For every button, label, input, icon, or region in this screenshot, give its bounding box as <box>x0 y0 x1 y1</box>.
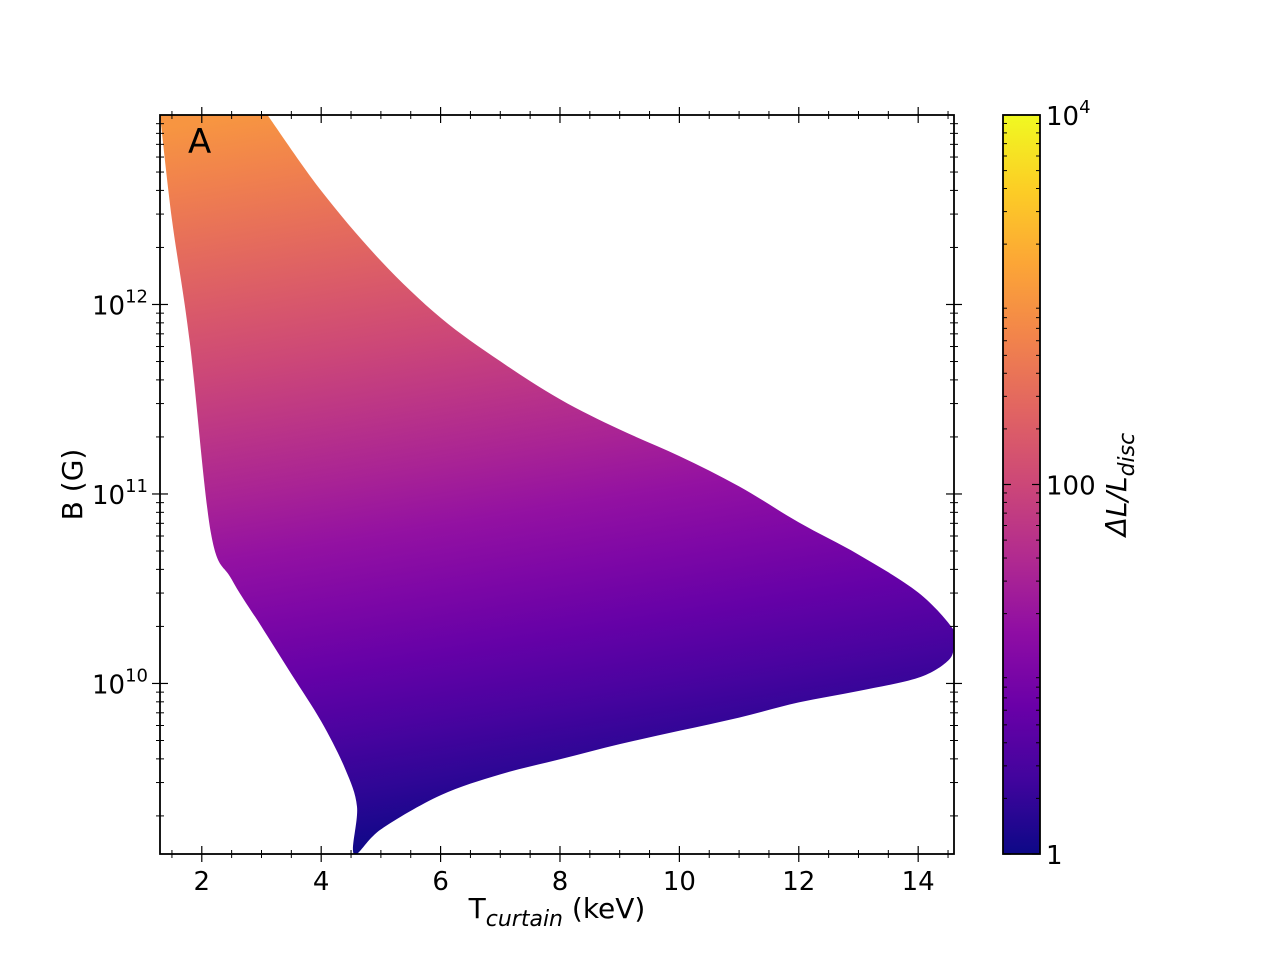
y-tick-label-base: 10 <box>92 670 125 700</box>
plot-area: A <box>152 107 962 862</box>
y-tick-label-exponent: 12 <box>125 286 148 307</box>
x-axis-label-subscript: curtain <box>486 907 563 932</box>
x-tick-label: 14 <box>902 867 935 897</box>
x-tick-labels: 2 4 6 8 10 12 14 <box>194 867 935 897</box>
y-tick-label-exponent: 10 <box>125 665 148 686</box>
x-tick-label: 8 <box>552 867 569 897</box>
colorbar-tick-label: 100 <box>1046 472 1096 502</box>
colorbar-label: ΔL/Ldisc <box>1100 433 1140 538</box>
y-tick-label: 1011 <box>92 476 148 511</box>
x-axis-label: Tcurtain (keV) <box>468 892 646 932</box>
x-tick-label: 4 <box>313 867 330 897</box>
y-axis-label: B (G) <box>56 449 89 521</box>
plot-frame <box>159 114 955 855</box>
x-tick-label: 6 <box>432 867 449 897</box>
colorbar-tick-label: 1 <box>1046 841 1063 871</box>
x-tick-label: 2 <box>194 867 211 897</box>
x-axis-label-suffix: (keV) <box>563 892 645 925</box>
x-tick-label: 12 <box>782 867 815 897</box>
colorbar-ticks <box>1003 114 1040 855</box>
colorbar-label-prefix: ΔL/L <box>1100 476 1133 538</box>
colorbar-tick-label: 104 <box>1046 97 1091 132</box>
colorbar-tick-label-base: 1 <box>1046 841 1063 871</box>
panel-label: A <box>188 122 211 162</box>
x-tick-label: 10 <box>663 867 696 897</box>
y-tick-label: 1012 <box>92 286 148 321</box>
colorbar-tick-label-exponent: 4 <box>1079 97 1090 118</box>
x-axis-label-base: T <box>468 892 487 925</box>
y-tick-label-exponent: 11 <box>125 476 148 497</box>
y-tick-label-base: 10 <box>92 481 125 511</box>
y-tick-label-base: 10 <box>92 291 125 321</box>
parameter-region <box>160 115 954 854</box>
colorbar: 1 100 104 ΔL/Ldisc <box>1002 97 1140 871</box>
colorbar-tick-labels: 1 100 104 <box>1046 97 1096 871</box>
colorbar-tick-label-base: 10 <box>1046 102 1079 132</box>
colorbar-tick-label-base: 100 <box>1046 472 1096 502</box>
colorbar-label-subscript: disc <box>1115 433 1140 477</box>
y-tick-label: 1010 <box>92 665 148 700</box>
